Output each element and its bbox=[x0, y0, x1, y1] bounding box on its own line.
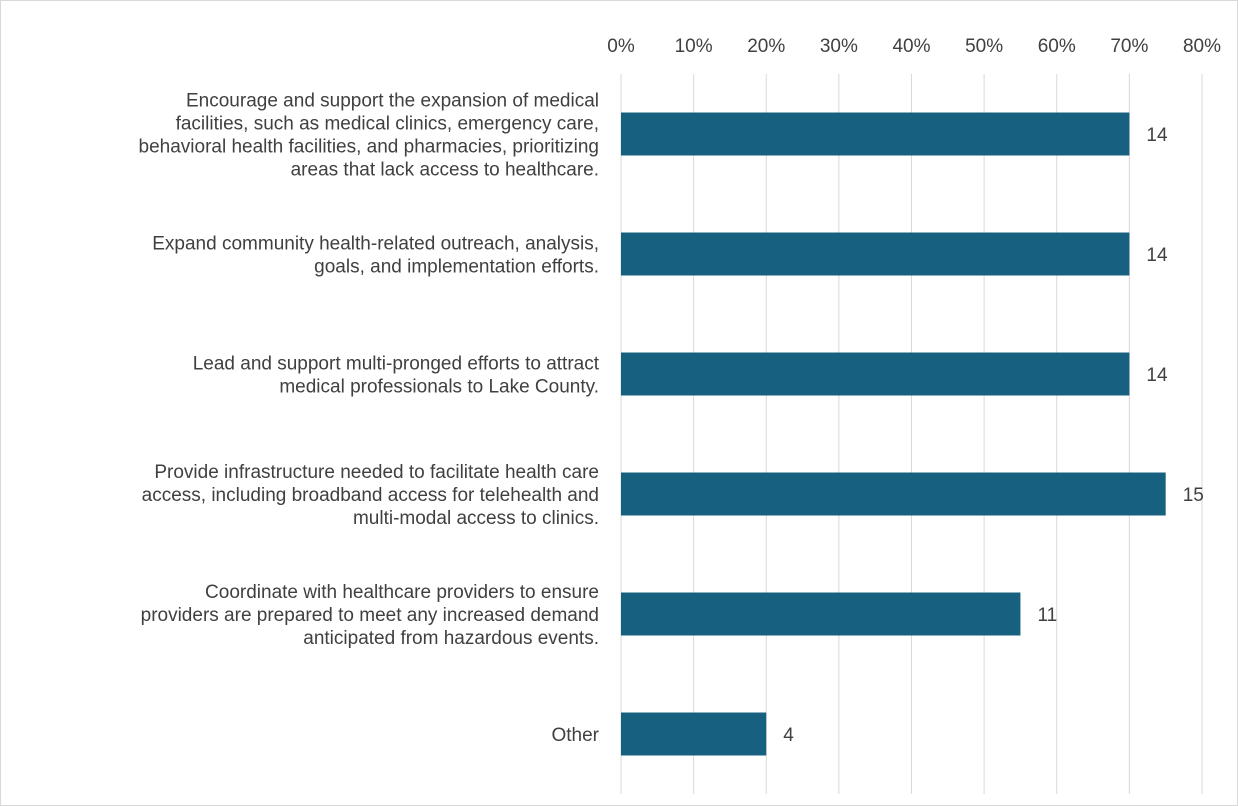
category-label: Provide infrastructure needed to facilit… bbox=[142, 462, 599, 529]
x-tick-label: 0% bbox=[607, 36, 635, 57]
category-label-line: providers are prepared to meet any incre… bbox=[141, 605, 599, 626]
category-label-line: behavioral health facilities, and pharma… bbox=[139, 137, 599, 158]
x-tick-label: 70% bbox=[1110, 36, 1148, 57]
data-label: 11 bbox=[1037, 605, 1057, 626]
bar bbox=[621, 472, 1166, 516]
x-tick-label: 30% bbox=[820, 36, 858, 57]
x-tick-label: 40% bbox=[892, 36, 930, 57]
x-axis-tick-labels: 0% 10% 20% 30% 40% 50% 60% 70% 80% bbox=[607, 36, 1221, 57]
category-label-line: Expand community health-related outreach… bbox=[152, 234, 599, 255]
category-label-line: anticipated from hazardous events. bbox=[303, 628, 599, 649]
data-label: 15 bbox=[1183, 485, 1204, 506]
category-label-line: medical professionals to Lake County. bbox=[279, 377, 599, 398]
data-labels: 14 14 14 15 11 4 bbox=[783, 125, 1204, 746]
data-label: 14 bbox=[1146, 125, 1168, 146]
x-tick-label: 80% bbox=[1183, 36, 1221, 57]
bar bbox=[621, 112, 1130, 156]
x-tick-label: 20% bbox=[747, 36, 785, 57]
category-label-line: Encourage and support the expansion of m… bbox=[186, 91, 599, 112]
x-tick-label: 10% bbox=[675, 36, 713, 57]
data-label: 14 bbox=[1146, 245, 1168, 266]
category-label: Expand community health-related outreach… bbox=[152, 234, 599, 278]
category-label-line: multi-modal access to clinics. bbox=[353, 508, 599, 529]
bars bbox=[621, 112, 1166, 756]
category-label-line: areas that lack access to healthcare. bbox=[291, 160, 599, 181]
category-label-line: access, including broadband access for t… bbox=[142, 485, 599, 506]
category-label: Lead and support multi-pronged efforts t… bbox=[193, 354, 600, 398]
category-label-line: Lead and support multi-pronged efforts t… bbox=[193, 354, 600, 375]
bar bbox=[621, 352, 1130, 396]
category-labels: Encourage and support the expansion of m… bbox=[139, 91, 600, 747]
x-tick-label: 60% bbox=[1038, 36, 1076, 57]
category-label-line: goals, and implementation efforts. bbox=[314, 257, 599, 278]
category-label-line: Coordinate with healthcare providers to … bbox=[205, 582, 599, 603]
category-label-line: Provide infrastructure needed to facilit… bbox=[154, 462, 599, 483]
bar bbox=[621, 592, 1021, 636]
category-label: Coordinate with healthcare providers to … bbox=[141, 582, 599, 649]
category-label-line: facilities, such as medical clinics, eme… bbox=[176, 114, 599, 135]
category-label-line: Other bbox=[551, 725, 599, 746]
gridlines bbox=[620, 74, 1203, 794]
data-label: 14 bbox=[1146, 365, 1168, 386]
category-label: Other bbox=[551, 725, 599, 746]
bar bbox=[621, 712, 767, 756]
x-tick-label: 50% bbox=[965, 36, 1003, 57]
bar bbox=[621, 232, 1130, 276]
category-label: Encourage and support the expansion of m… bbox=[139, 91, 599, 181]
data-label: 4 bbox=[783, 725, 794, 746]
